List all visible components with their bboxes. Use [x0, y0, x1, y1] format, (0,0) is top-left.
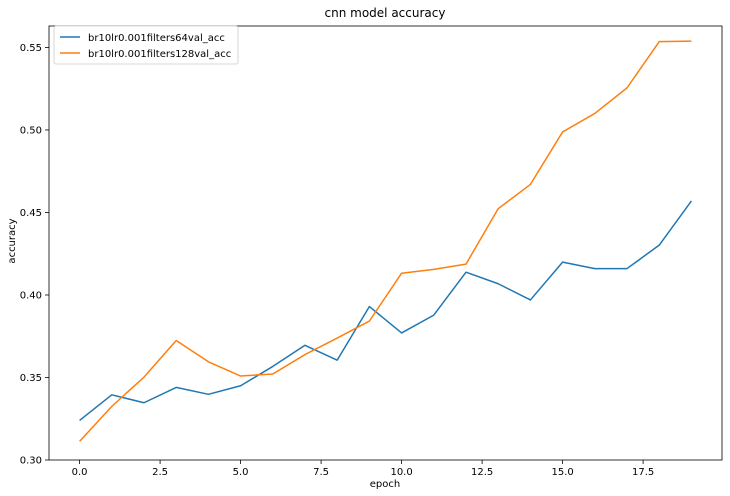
y-axis-label: accuracy	[7, 218, 18, 263]
x-axis-label: epoch	[370, 479, 400, 490]
series-group	[79, 40, 693, 442]
legend-label-series-1: br10lr0.001filters64val_acc	[88, 33, 225, 44]
x-tick-label: 10.0	[390, 467, 412, 478]
x-tick-label: 2.5	[152, 467, 168, 478]
y-tick-label: 0.55	[20, 43, 42, 54]
x-tick-label: 7.5	[313, 467, 329, 478]
legend: br10lr0.001filters64val_acc br10lr0.001f…	[53, 25, 239, 65]
x-tick-label: 12.5	[471, 467, 493, 478]
legend-box	[53, 25, 239, 65]
y-tick-label: 0.45	[20, 208, 42, 219]
y-tick-label: 0.40	[20, 290, 42, 301]
series-line-1	[79, 200, 693, 421]
x-tick-label: 5.0	[233, 467, 249, 478]
legend-label-series-2: br10lr0.001filters128val_acc	[88, 49, 231, 60]
x-axis: 0.0 2.5 5.0 7.5 10.0 12.5 15.0 17.5	[72, 460, 654, 478]
y-axis: 0.30 0.35 0.40 0.45 0.50 0.55	[20, 43, 49, 467]
y-tick-label: 0.30	[20, 456, 42, 467]
chart-title: cnn model accuracy	[325, 6, 446, 20]
plot-area	[48, 25, 723, 461]
x-tick-label: 15.0	[551, 467, 573, 478]
x-tick-label: 0.0	[72, 467, 88, 478]
series-line-2	[79, 40, 692, 442]
x-tick-label: 17.5	[632, 467, 654, 478]
y-tick-label: 0.50	[20, 125, 42, 136]
y-tick-label: 0.35	[20, 373, 42, 384]
